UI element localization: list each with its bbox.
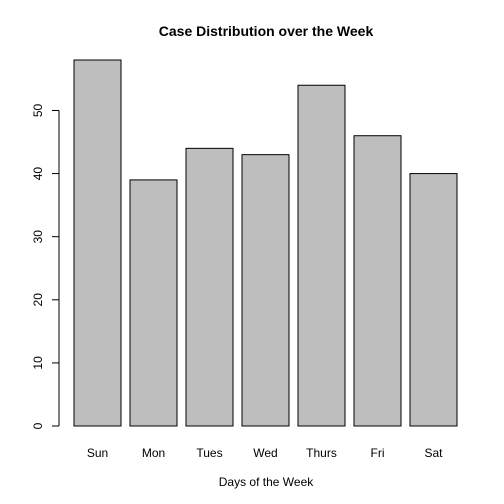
y-tick-label: 0 — [31, 422, 45, 429]
y-tick-label: 40 — [31, 167, 45, 181]
x-tick-label: Sat — [424, 446, 443, 460]
x-tick-label: Tues — [196, 446, 222, 460]
y-tick-label: 20 — [31, 293, 45, 307]
bar-sat — [409, 173, 458, 427]
x-tick-label: Mon — [142, 446, 165, 460]
y-axis: 0 10 20 30 40 50 — [31, 103, 60, 429]
bar-tues — [185, 147, 234, 427]
y-tick-label: 30 — [31, 230, 45, 244]
x-tick-label: Sun — [87, 446, 108, 460]
x-axis-label: Days of the Week — [219, 475, 314, 489]
bar-thurs — [297, 84, 346, 427]
bar-wed — [241, 154, 290, 427]
bar-sun — [73, 59, 122, 427]
bar-mon — [129, 179, 178, 427]
y-tick-label: 50 — [31, 103, 45, 117]
x-tick-label: Fri — [371, 446, 385, 460]
chart-title: Case Distribution over the Week — [159, 23, 374, 39]
x-tick-label: Thurs — [306, 446, 337, 460]
y-tick-label: 10 — [31, 356, 45, 370]
x-tick-labels: Sun Mon Tues Wed Thurs Fri Sat — [87, 446, 443, 460]
bar-fri — [353, 135, 402, 427]
bars-layer — [73, 59, 458, 427]
x-tick-label: Wed — [253, 446, 277, 460]
